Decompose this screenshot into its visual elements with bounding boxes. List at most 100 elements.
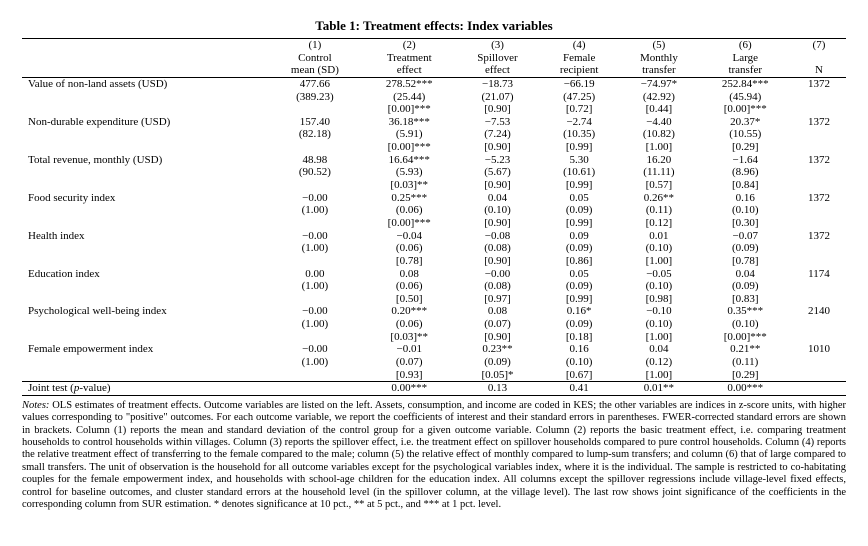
cell: (389.23): [267, 91, 362, 104]
cell: [0.03]**: [363, 331, 456, 344]
cell: (42.92): [619, 91, 698, 104]
cell: [0.90]: [456, 217, 539, 230]
cell: [1.00]: [619, 141, 698, 154]
cell: (47.25): [539, 91, 619, 104]
cell: 48.98: [267, 154, 362, 167]
row-label: [22, 103, 267, 116]
table-row: [0.00]***[0.90][0.99][1.00][0.29]: [22, 141, 846, 154]
table-notes: Notes: OLS estimates of treatment effect…: [22, 400, 846, 511]
cell: 0.09: [539, 230, 619, 243]
cell: [0.12]: [619, 217, 698, 230]
cell: (0.10): [699, 204, 792, 217]
cell: (0.08): [456, 242, 539, 255]
cell: 1372: [792, 116, 846, 129]
cell: (0.11): [699, 356, 792, 369]
results-table: (1) (2) (3) (4) (5) (6) (7) Control Trea…: [22, 38, 846, 396]
cell: 0.00: [267, 268, 362, 281]
table-row: [0.03]**[0.90][0.99][0.57][0.84]: [22, 179, 846, 192]
cell: −0.00: [267, 305, 362, 318]
table-row: Female empowerment index−0.00−0.010.23**…: [22, 343, 846, 356]
cell: [0.84]: [699, 179, 792, 192]
cell: [0.90]: [456, 331, 539, 344]
row-label: [22, 91, 267, 104]
cell: 0.05: [539, 268, 619, 281]
table-row: (1.00)(0.06)(0.07)(0.09)(0.10)(0.10): [22, 318, 846, 331]
cell: 0.20***: [363, 305, 456, 318]
cell: [0.98]: [619, 293, 698, 306]
table-row: [0.50][0.97][0.99][0.98][0.83]: [22, 293, 846, 306]
cell: (0.07): [456, 318, 539, 331]
cell: [792, 356, 846, 369]
cell: (10.55): [699, 128, 792, 141]
header-numbers: (1) (2) (3) (4) (5) (6) (7): [22, 39, 846, 52]
cell: [792, 217, 846, 230]
cell: [0.99]: [539, 179, 619, 192]
cell: [0.57]: [619, 179, 698, 192]
cell: 1372: [792, 77, 846, 90]
cell: 0.26**: [619, 192, 698, 205]
cell: 0.16: [699, 192, 792, 205]
cell: (10.35): [539, 128, 619, 141]
cell: (0.09): [539, 280, 619, 293]
table-row: [0.03]**[0.90][0.18][1.00][0.00]***: [22, 331, 846, 344]
cell: (1.00): [267, 318, 362, 331]
cell: −18.73: [456, 77, 539, 90]
cell: [1.00]: [619, 255, 698, 268]
table-row: (389.23)(25.44)(21.07)(47.25)(42.92)(45.…: [22, 91, 846, 104]
cell: −0.01: [363, 343, 456, 356]
cell: 0.04: [619, 343, 698, 356]
cell: 0.16*: [539, 305, 619, 318]
cell: (0.10): [619, 242, 698, 255]
table-row: [0.00]***[0.90][0.99][0.12][0.30]: [22, 217, 846, 230]
cell: [792, 103, 846, 116]
row-label: [22, 217, 267, 230]
cell: [0.99]: [539, 141, 619, 154]
cell: 0.08: [456, 305, 539, 318]
cell: (0.06): [363, 242, 456, 255]
cell: 0.21**: [699, 343, 792, 356]
cell: 0.04: [699, 268, 792, 281]
cell: [0.93]: [363, 369, 456, 382]
notes-body: OLS estimates of treatment effects. Outc…: [22, 400, 846, 510]
cell: (5.91): [363, 128, 456, 141]
cell: (0.11): [619, 204, 698, 217]
cell: −0.04: [363, 230, 456, 243]
cell: [267, 255, 362, 268]
row-label: Value of non-land assets (USD): [22, 77, 267, 90]
row-label: Health index: [22, 230, 267, 243]
row-label: Female empowerment index: [22, 343, 267, 356]
cell: (1.00): [267, 242, 362, 255]
table-row: (90.52)(5.93)(5.67)(10.61)(11.11)(8.96): [22, 166, 846, 179]
cell: −74.97*: [619, 77, 698, 90]
cell: 0.23**: [456, 343, 539, 356]
row-label: [22, 293, 267, 306]
cell: −0.00: [267, 230, 362, 243]
row-label: Total revenue, monthly (USD): [22, 154, 267, 167]
cell: 0.08: [363, 268, 456, 281]
cell: [0.67]: [539, 369, 619, 382]
table-row: (1.00)(0.07)(0.09)(0.10)(0.12)(0.11): [22, 356, 846, 369]
cell: [1.00]: [619, 369, 698, 382]
table-row: Non-durable expenditure (USD)157.4036.18…: [22, 116, 846, 129]
cell: [0.18]: [539, 331, 619, 344]
cell: 20.37*: [699, 116, 792, 129]
cell: [267, 179, 362, 192]
cell: (0.10): [699, 318, 792, 331]
cell: 0.16: [539, 343, 619, 356]
cell: (0.10): [539, 356, 619, 369]
cell: (10.61): [539, 166, 619, 179]
cell: [267, 331, 362, 344]
cell: (5.67): [456, 166, 539, 179]
table-row: (1.00)(0.06)(0.08)(0.09)(0.10)(0.09): [22, 242, 846, 255]
cell: [0.44]: [619, 103, 698, 116]
table-row: Health index−0.00−0.04−0.080.090.01−0.07…: [22, 230, 846, 243]
cell: [0.30]: [699, 217, 792, 230]
row-label: Non-durable expenditure (USD): [22, 116, 267, 129]
cell: [0.90]: [456, 179, 539, 192]
cell: [0.00]***: [699, 103, 792, 116]
cell: −4.40: [619, 116, 698, 129]
cell: −0.00: [267, 192, 362, 205]
table-row: Psychological well-being index−0.000.20*…: [22, 305, 846, 318]
table-row: (1.00)(0.06)(0.08)(0.09)(0.10)(0.09): [22, 280, 846, 293]
cell: (90.52): [267, 166, 362, 179]
